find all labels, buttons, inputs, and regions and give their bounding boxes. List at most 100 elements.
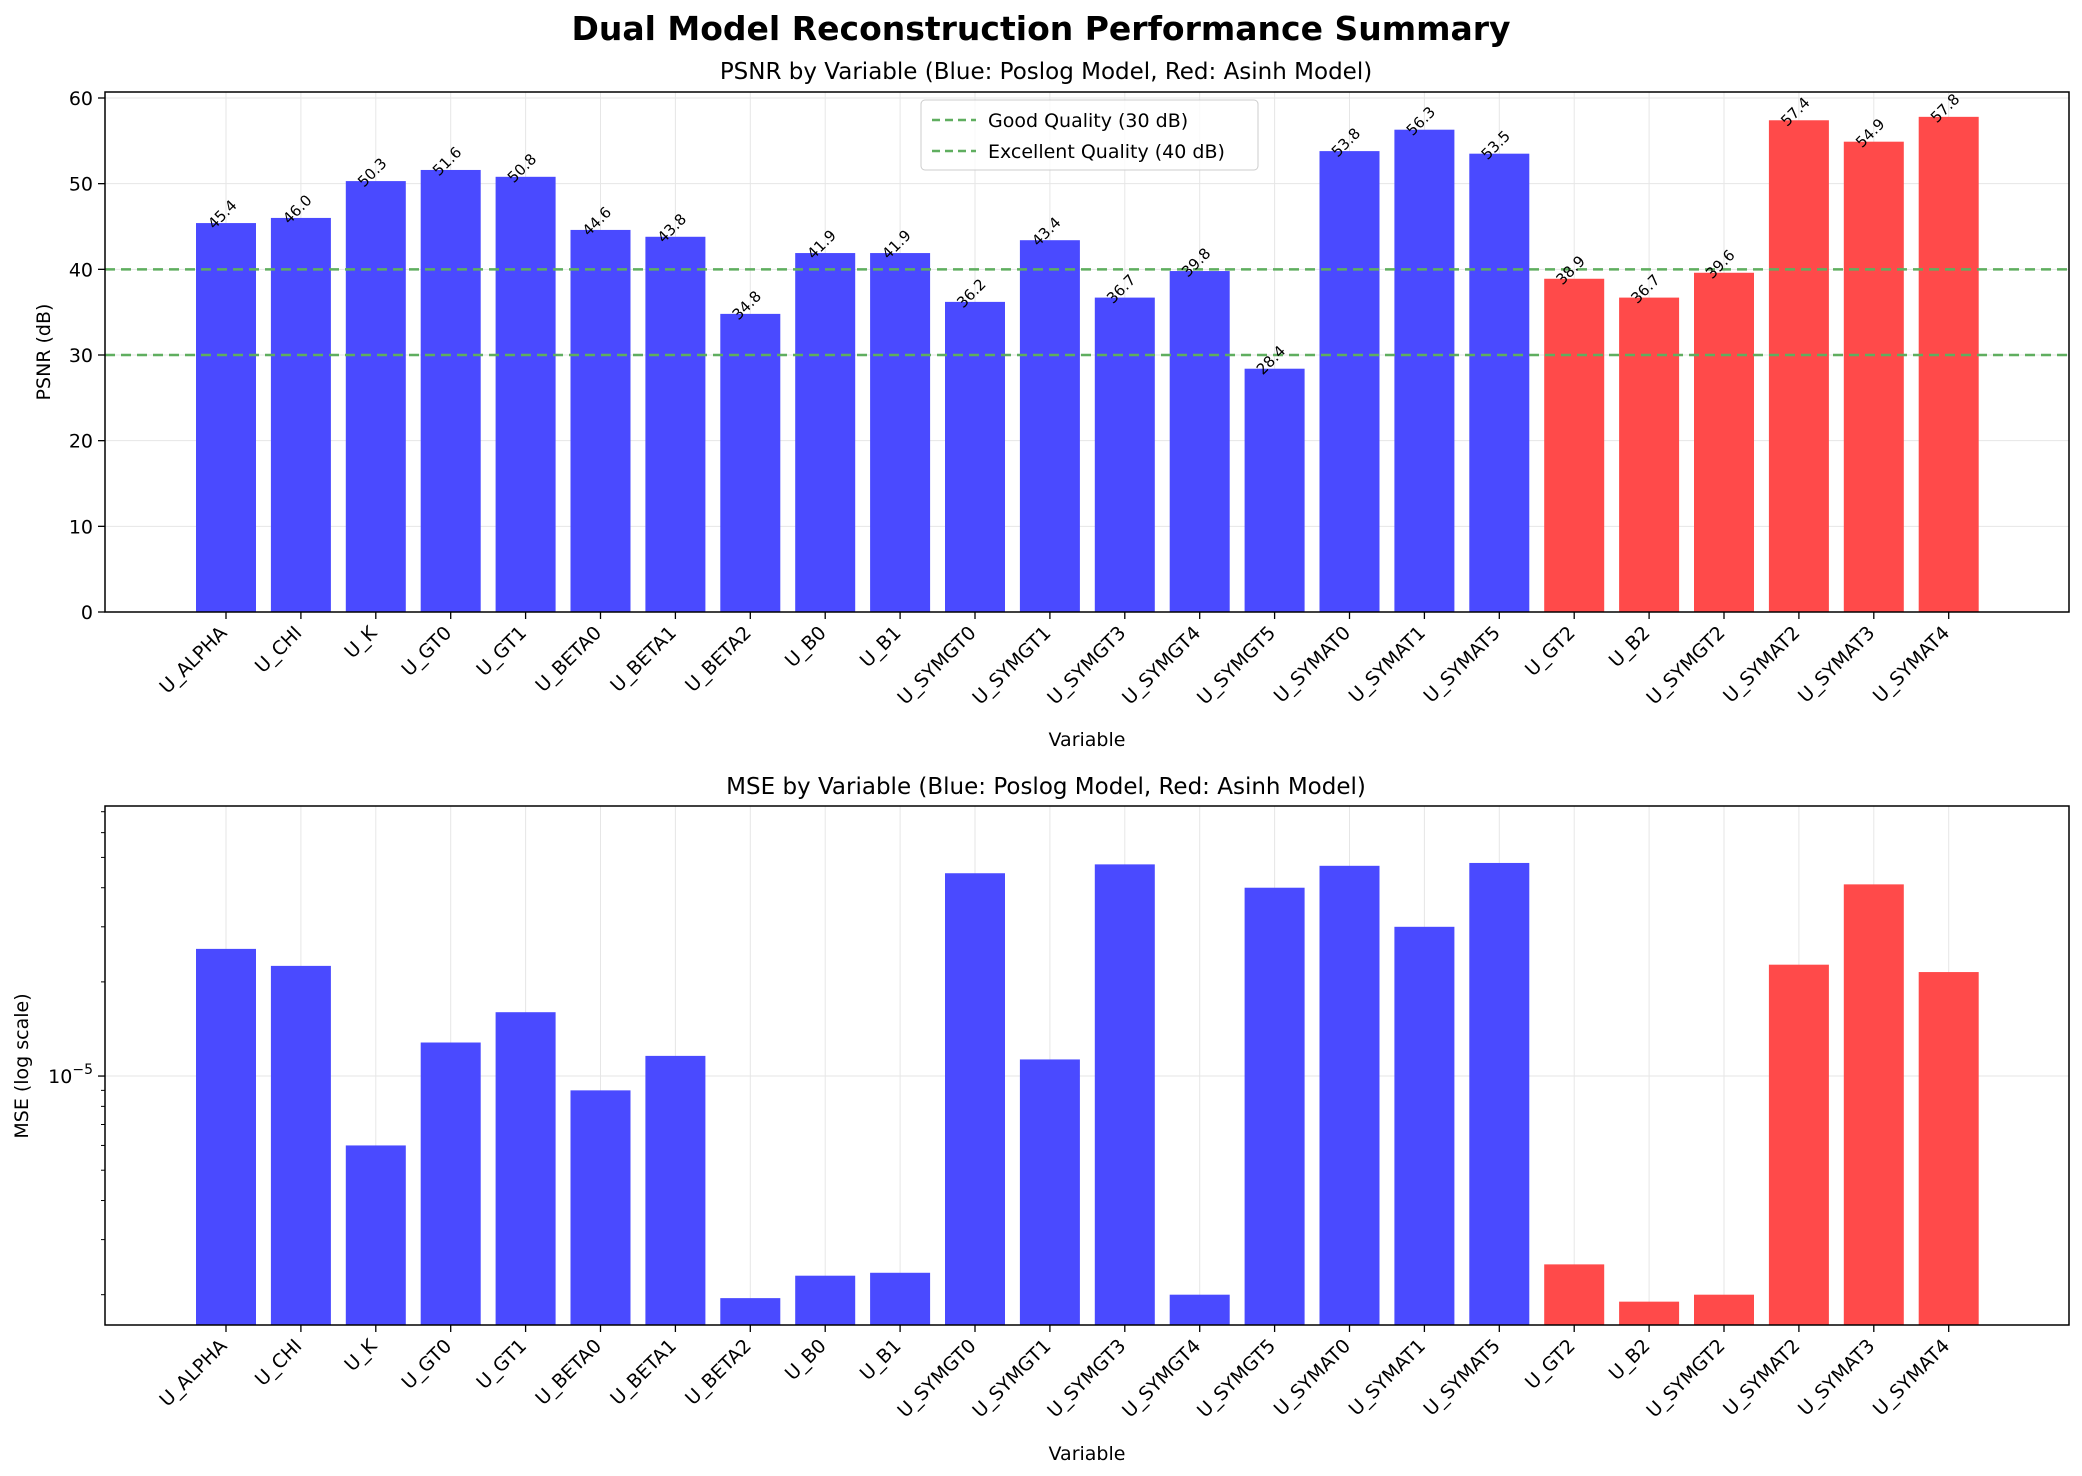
mse-chart: MSE by Variable (Blue: Poslog Model, Red… — [11, 774, 2070, 1465]
legend-frame — [920, 99, 1259, 171]
mse-bar — [1319, 865, 1380, 1325]
mse-bar — [270, 965, 331, 1325]
mse-bar — [196, 948, 256, 1325]
mse-x-tick-label: U_SYMGT0 — [893, 1335, 980, 1422]
psnr-plot-frame — [104, 91, 2070, 613]
psnr-x-tick-label: U_GT0 — [397, 622, 456, 681]
mse-bar — [495, 1012, 556, 1325]
psnr-legend: Good Quality (30 dB) Excellent Quality (… — [920, 99, 1259, 171]
psnr-x-tick-label: U_BETA0 — [531, 622, 606, 697]
psnr-x-tick-label: U_ALPHA — [155, 622, 231, 698]
psnr-chart-title: PSNR by Variable (Blue: Poslog Model, Re… — [720, 59, 1372, 85]
mse-x-tick-label: U_SYMGT5 — [1193, 1335, 1280, 1422]
psnr-x-tick-label: U_SYMAT3 — [1794, 622, 1879, 707]
psnr-x-tick-label: U_SYMGT3 — [1043, 622, 1130, 709]
mse-x-tick-label: U_SYMGT1 — [968, 1335, 1055, 1422]
mse-bar — [720, 1298, 781, 1325]
mse-x-tick-label: U_SYMAT3 — [1794, 1335, 1879, 1420]
psnr-chart: PSNR by Variable (Blue: Poslog Model, Re… — [33, 59, 2070, 751]
mse-bar — [870, 1272, 931, 1325]
psnr-bar — [345, 181, 406, 612]
figure-title: Dual Model Reconstruction Performance Su… — [571, 9, 1510, 48]
mse-bar — [1094, 864, 1155, 1325]
mse-x-tick-label: U_ALPHA — [155, 1335, 231, 1411]
mse-y-ticks: 10−5 — [48, 811, 105, 1296]
psnr-y-tick-label: 10 — [69, 516, 93, 538]
mse-x-tick-label: U_SYMAT4 — [1869, 1335, 1954, 1420]
mse-x-tick-label: U_B1 — [856, 1335, 906, 1385]
psnr-bar — [870, 253, 931, 612]
legend-label-good: Good Quality (30 dB) — [988, 110, 1188, 132]
mse-bar — [1918, 972, 1979, 1325]
psnr-bar — [1319, 151, 1380, 612]
psnr-y-tick-label: 40 — [69, 259, 93, 281]
mse-bar — [1694, 1294, 1754, 1325]
psnr-x-tick-label: U_SYMGT1 — [968, 622, 1055, 709]
psnr-y-tick-label: 60 — [69, 88, 93, 110]
psnr-y-tick-label: 50 — [69, 174, 93, 196]
psnr-x-tick-label: U_SYMAT2 — [1719, 622, 1804, 707]
psnr-y-tick-label: 20 — [69, 431, 93, 453]
mse-x-tick-label: U_SYMAT2 — [1719, 1335, 1804, 1420]
mse-chart-title: MSE by Variable (Blue: Poslog Model, Red… — [726, 774, 1366, 800]
psnr-bar — [495, 176, 556, 612]
psnr-bar — [1918, 116, 1979, 612]
mse-x-tick-label: U_K — [340, 1335, 381, 1376]
psnr-x-tick-label: U_B2 — [1605, 622, 1655, 672]
psnr-bar — [570, 229, 631, 612]
mse-x-tick-label: U_CHI — [251, 1335, 307, 1391]
psnr-x-tick-label: U_BETA1 — [606, 622, 681, 697]
psnr-x-ticks: U_ALPHA U_CHI U_K U_GT0 U_GT1 U_BETA0 U_BETA1 U… — [155, 612, 1954, 709]
mse-x-tick-label: U_SYMAT5 — [1419, 1335, 1504, 1420]
legend-label-excellent: Excellent Quality (40 dB) — [988, 141, 1225, 163]
psnr-bar — [720, 313, 781, 612]
psnr-bar — [945, 301, 1005, 612]
mse-x-tick-label: U_GT2 — [1521, 1335, 1580, 1394]
psnr-x-tick-label: U_B1 — [856, 622, 906, 672]
psnr-y-ticks: 0 10 20 30 40 50 60 — [69, 88, 105, 624]
mse-x-tick-label: U_GT0 — [397, 1335, 456, 1394]
mse-x-tick-label: U_B0 — [781, 1335, 831, 1385]
mse-x-tick-label: U_BETA2 — [681, 1335, 756, 1410]
psnr-y-tick-label: 0 — [81, 602, 93, 624]
mse-x-tick-label: U_SYMGT2 — [1642, 1335, 1729, 1422]
psnr-x-tick-label: U_BETA2 — [681, 622, 756, 697]
psnr-y-tick-label: 30 — [69, 345, 93, 367]
mse-x-tick-label: U_BETA1 — [606, 1335, 681, 1410]
mse-y-tick-label: 10−5 — [48, 1062, 93, 1088]
mse-bars — [196, 862, 1979, 1325]
psnr-x-tick-label: U_SYMGT2 — [1642, 622, 1729, 709]
mse-x-tick-label: U_SYMAT1 — [1345, 1335, 1430, 1420]
mse-bar — [795, 1275, 856, 1325]
mse-x-tick-label: U_B2 — [1605, 1335, 1655, 1385]
mse-bar — [1394, 926, 1455, 1325]
mse-plot-frame — [104, 805, 2070, 1326]
mse-bar — [945, 873, 1005, 1325]
mse-bar — [420, 1042, 481, 1325]
psnr-x-tick-label: U_CHI — [251, 622, 307, 678]
mse-bar — [1019, 1059, 1080, 1325]
psnr-x-tick-label: U_SYMAT5 — [1419, 622, 1504, 707]
psnr-x-tick-label: U_SYMAT4 — [1869, 622, 1954, 707]
psnr-x-tick-label: U_GT1 — [472, 622, 531, 681]
psnr-bar — [1394, 129, 1455, 612]
mse-x-axis-label: Variable — [1049, 1443, 1126, 1465]
mse-bar — [1768, 964, 1829, 1325]
psnr-bar — [196, 223, 256, 612]
mse-y-axis-label: MSE (log scale) — [11, 993, 33, 1138]
psnr-bars — [196, 116, 1979, 613]
psnr-x-tick-label: U_B0 — [781, 622, 831, 672]
psnr-bar — [645, 236, 706, 612]
psnr-bar — [270, 217, 331, 613]
mse-x-tick-label: U_GT1 — [472, 1335, 531, 1394]
psnr-bar — [795, 253, 856, 612]
mse-x-tick-label: U_SYMAT0 — [1270, 1335, 1355, 1420]
psnr-x-tick-label: U_GT2 — [1521, 622, 1580, 681]
psnr-bar — [1544, 278, 1605, 612]
mse-bar — [1244, 887, 1305, 1325]
psnr-bar — [420, 169, 481, 613]
psnr-x-tick-label: U_SYMAT0 — [1270, 622, 1355, 707]
mse-bar — [1544, 1264, 1605, 1325]
psnr-x-tick-label: U_SYMAT1 — [1345, 622, 1430, 707]
